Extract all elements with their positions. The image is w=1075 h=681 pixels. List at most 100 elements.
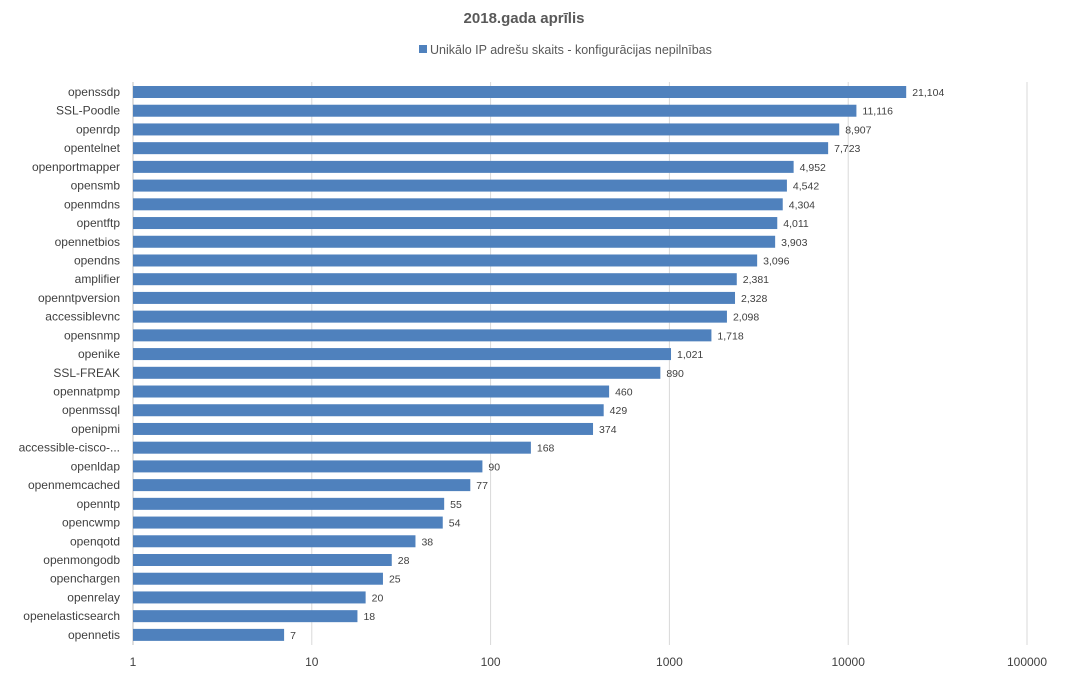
legend: Unikālo IP adrešu skaits - konfigurācija…	[419, 43, 712, 57]
bar	[133, 198, 783, 211]
category-label: openike	[78, 347, 120, 361]
bar	[133, 385, 610, 398]
bar	[133, 348, 672, 361]
bar	[133, 554, 392, 566]
bar	[133, 291, 736, 304]
chart-title: 2018.gada aprīlis	[464, 10, 585, 27]
bar	[133, 516, 443, 529]
category-label: openchargen	[50, 572, 120, 586]
category-label: SSL-Poodle	[56, 104, 120, 118]
category-label: accessible-cisco-...	[19, 441, 120, 455]
category-label: openmongodb	[43, 553, 120, 567]
category-label: amplifier	[75, 272, 120, 286]
data-label: 20	[372, 592, 384, 604]
data-label: 890	[666, 368, 684, 380]
data-label: 1,021	[677, 349, 703, 361]
x-tick-label: 100	[481, 655, 501, 669]
x-tick-label: 100000	[1007, 655, 1047, 669]
bar	[133, 535, 416, 548]
bar	[133, 441, 531, 454]
data-label: 4,304	[789, 199, 815, 211]
category-label: openmemcached	[28, 478, 120, 492]
data-label: 3,096	[763, 255, 789, 267]
bar	[133, 217, 778, 230]
data-label: 2,098	[733, 312, 759, 324]
bar	[133, 591, 366, 604]
data-label: 168	[537, 443, 555, 455]
bar	[133, 366, 661, 379]
bar	[133, 179, 787, 192]
bar	[133, 123, 840, 136]
bar	[133, 497, 445, 510]
category-label: openntpversion	[38, 291, 120, 305]
bar	[133, 329, 712, 342]
data-label: 374	[599, 424, 617, 436]
category-label: openmdns	[64, 197, 120, 211]
category-label: opendns	[74, 253, 120, 267]
category-label: opentftp	[77, 216, 121, 230]
bar	[133, 460, 483, 473]
bar	[133, 422, 594, 435]
bar	[133, 254, 758, 267]
category-label: openqotd	[70, 534, 120, 548]
bar	[133, 610, 358, 623]
category-label: opennetbios	[55, 235, 120, 249]
data-label: 4,011	[783, 218, 809, 230]
data-labels: 21,104 11,116 8,907 7,723 4,952 4,542 4,304 4,0…	[290, 87, 944, 642]
data-label: 55	[450, 499, 462, 511]
category-label: openrdp	[76, 122, 120, 136]
category-label: openelasticsearch	[23, 609, 120, 623]
x-tick-label: 10	[305, 655, 319, 669]
bars	[133, 86, 907, 641]
category-label: openrelay	[67, 590, 120, 604]
category-label: opentelnet	[64, 141, 121, 155]
data-label: 11,116	[862, 106, 893, 118]
data-label: 3,903	[781, 237, 807, 249]
category-label: accessiblevnc	[45, 310, 120, 324]
category-label: opencwmp	[62, 516, 120, 530]
bar	[133, 628, 285, 641]
gridlines	[132, 82, 1028, 645]
data-label: 77	[476, 480, 488, 492]
data-label: 7,723	[834, 143, 860, 155]
bar	[133, 104, 857, 117]
category-label: openipmi	[71, 422, 120, 436]
category-label: openmssql	[62, 403, 120, 417]
data-label: 460	[615, 387, 633, 399]
category-label: opensnmp	[64, 328, 120, 342]
bar	[133, 86, 907, 98]
bar	[133, 310, 727, 323]
data-label: 429	[610, 405, 628, 417]
bar	[133, 160, 794, 173]
category-labels: openssdp SSL-Poodle openrdp opentelnet openp…	[19, 85, 121, 642]
legend-swatch	[419, 45, 427, 53]
x-tick-label: 1	[130, 655, 137, 669]
bar	[133, 479, 471, 492]
data-label: 54	[449, 518, 461, 530]
legend-label: Unikālo IP adrešu skaits - konfigurācija…	[430, 43, 712, 57]
bar	[133, 404, 604, 417]
data-label: 4,542	[793, 181, 819, 193]
data-label: 7	[290, 630, 296, 642]
data-label: 4,952	[800, 162, 826, 174]
bar	[133, 273, 737, 286]
data-label: 2,328	[741, 293, 767, 305]
data-label: 1,718	[717, 330, 743, 342]
x-axis-tick-labels: 1 10 100 1000 10000 100000	[130, 655, 1048, 669]
category-label: opennatpmp	[53, 385, 120, 399]
bar	[133, 235, 776, 248]
x-tick-label: 1000	[656, 655, 683, 669]
data-label: 90	[488, 461, 500, 473]
category-label: openldap	[71, 459, 121, 473]
data-label: 8,907	[845, 124, 871, 136]
category-label: SSL-FREAK	[53, 366, 120, 380]
category-label: openntp	[77, 497, 121, 511]
data-label: 25	[389, 574, 401, 586]
data-label: 28	[398, 555, 410, 567]
data-label: 38	[421, 536, 433, 548]
data-label: 2,381	[743, 274, 769, 286]
bar	[133, 572, 383, 585]
category-label: openssdp	[68, 85, 120, 99]
category-label: opennetis	[68, 628, 120, 642]
